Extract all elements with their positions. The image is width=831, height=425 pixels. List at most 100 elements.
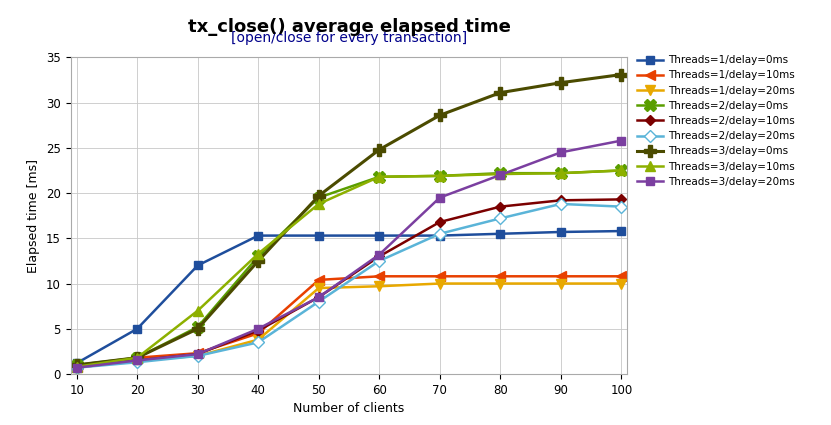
Threads=3/delay=0ms (617, 72, 627, 77)
Threads=1/delay=10ms (253, 331, 263, 336)
Threads=3/delay=0ms (556, 80, 566, 85)
Legend: Threads=1/delay=0ms, Threads=1/delay=10ms, Threads=1/delay=20ms, Threads=2/delay: Threads=1/delay=0ms, Threads=1/delay=10m… (633, 51, 799, 191)
Threads=2/delay=0ms (193, 324, 203, 329)
Threads=2/delay=20ms (71, 365, 81, 370)
Threads=2/delay=10ms (495, 204, 505, 209)
Line: Threads=3/delay=0ms: Threads=3/delay=0ms (71, 69, 627, 371)
Threads=1/delay=20ms (132, 358, 142, 363)
Threads=1/delay=10ms (193, 351, 203, 356)
Threads=1/delay=0ms (617, 229, 627, 234)
Threads=2/delay=20ms (193, 353, 203, 358)
Threads=1/delay=20ms (193, 353, 203, 358)
Threads=3/delay=20ms (495, 173, 505, 178)
Threads=1/delay=0ms (71, 360, 81, 366)
Threads=2/delay=20ms (314, 299, 324, 304)
Threads=3/delay=0ms (193, 326, 203, 332)
Threads=3/delay=20ms (71, 365, 81, 370)
Threads=3/delay=10ms (556, 170, 566, 176)
Threads=1/delay=10ms (617, 274, 627, 279)
Threads=2/delay=0ms (556, 170, 566, 176)
Threads=1/delay=0ms (314, 233, 324, 238)
Threads=2/delay=10ms (314, 295, 324, 300)
Threads=3/delay=10ms (132, 355, 142, 360)
Threads=2/delay=10ms (132, 358, 142, 363)
Threads=3/delay=10ms (314, 201, 324, 207)
Threads=2/delay=20ms (132, 360, 142, 365)
Threads=2/delay=20ms (253, 340, 263, 345)
Threads=1/delay=20ms (435, 281, 445, 286)
Threads=2/delay=0ms (617, 168, 627, 173)
Threads=1/delay=20ms (556, 281, 566, 286)
Threads=1/delay=10ms (495, 274, 505, 279)
Threads=1/delay=20ms (374, 284, 384, 289)
Threads=2/delay=0ms (495, 170, 505, 176)
Threads=3/delay=0ms (495, 90, 505, 95)
Threads=2/delay=10ms (374, 254, 384, 259)
Threads=3/delay=10ms (374, 174, 384, 179)
Threads=1/delay=0ms (556, 230, 566, 235)
Threads=3/delay=20ms (132, 358, 142, 363)
Threads=2/delay=10ms (435, 219, 445, 224)
Threads=2/delay=0ms (71, 363, 81, 368)
Text: [open/close for every transaction]: [open/close for every transaction] (231, 31, 467, 45)
Threads=2/delay=20ms (374, 258, 384, 264)
Threads=1/delay=20ms (314, 286, 324, 291)
Threads=1/delay=10ms (435, 274, 445, 279)
Threads=1/delay=20ms (253, 337, 263, 342)
Threads=1/delay=20ms (71, 365, 81, 370)
Threads=2/delay=10ms (556, 198, 566, 203)
Threads=2/delay=0ms (435, 173, 445, 178)
Line: Threads=2/delay=0ms: Threads=2/delay=0ms (71, 165, 627, 371)
Title: tx_close() average elapsed time: tx_close() average elapsed time (188, 18, 510, 37)
Threads=3/delay=20ms (314, 295, 324, 300)
Threads=1/delay=10ms (556, 274, 566, 279)
Threads=1/delay=20ms (495, 281, 505, 286)
Threads=3/delay=10ms (495, 172, 505, 177)
Threads=1/delay=0ms (374, 233, 384, 238)
Threads=1/delay=10ms (374, 274, 384, 279)
Threads=3/delay=0ms (435, 113, 445, 118)
Threads=3/delay=10ms (617, 168, 627, 173)
Threads=2/delay=20ms (495, 216, 505, 221)
Threads=2/delay=10ms (193, 351, 203, 357)
Threads=1/delay=0ms (253, 233, 263, 238)
Threads=3/delay=20ms (374, 252, 384, 257)
X-axis label: Number of clients: Number of clients (293, 402, 405, 415)
Threads=1/delay=0ms (495, 231, 505, 236)
Threads=3/delay=20ms (435, 195, 445, 200)
Line: Threads=1/delay=10ms: Threads=1/delay=10ms (71, 272, 627, 371)
Threads=2/delay=20ms (435, 231, 445, 236)
Threads=2/delay=10ms (71, 364, 81, 369)
Threads=1/delay=0ms (132, 326, 142, 332)
Threads=3/delay=20ms (556, 150, 566, 155)
Threads=3/delay=20ms (193, 351, 203, 357)
Line: Threads=2/delay=10ms: Threads=2/delay=10ms (73, 196, 625, 370)
Threads=3/delay=0ms (132, 355, 142, 360)
Threads=2/delay=20ms (556, 201, 566, 207)
Threads=2/delay=10ms (253, 328, 263, 333)
Threads=1/delay=20ms (617, 281, 627, 286)
Threads=1/delay=10ms (314, 278, 324, 283)
Threads=1/delay=10ms (71, 364, 81, 369)
Threads=3/delay=10ms (193, 308, 203, 313)
Line: Threads=2/delay=20ms: Threads=2/delay=20ms (72, 200, 626, 372)
Line: Threads=1/delay=0ms: Threads=1/delay=0ms (72, 227, 626, 367)
Line: Threads=1/delay=20ms: Threads=1/delay=20ms (71, 279, 627, 373)
Threads=3/delay=0ms (253, 258, 263, 264)
Threads=1/delay=10ms (132, 355, 142, 360)
Threads=3/delay=20ms (617, 138, 627, 143)
Line: Threads=3/delay=10ms: Threads=3/delay=10ms (71, 166, 627, 371)
Threads=2/delay=0ms (132, 355, 142, 360)
Threads=1/delay=0ms (435, 233, 445, 238)
Threads=2/delay=0ms (374, 174, 384, 179)
Threads=3/delay=0ms (71, 363, 81, 368)
Threads=1/delay=0ms (193, 263, 203, 268)
Y-axis label: Elapsed time [ms]: Elapsed time [ms] (27, 159, 41, 273)
Threads=3/delay=10ms (71, 364, 81, 369)
Threads=3/delay=10ms (435, 173, 445, 178)
Threads=3/delay=20ms (253, 326, 263, 332)
Threads=2/delay=20ms (617, 204, 627, 209)
Threads=3/delay=0ms (314, 193, 324, 198)
Threads=3/delay=10ms (253, 251, 263, 256)
Threads=2/delay=10ms (617, 197, 627, 202)
